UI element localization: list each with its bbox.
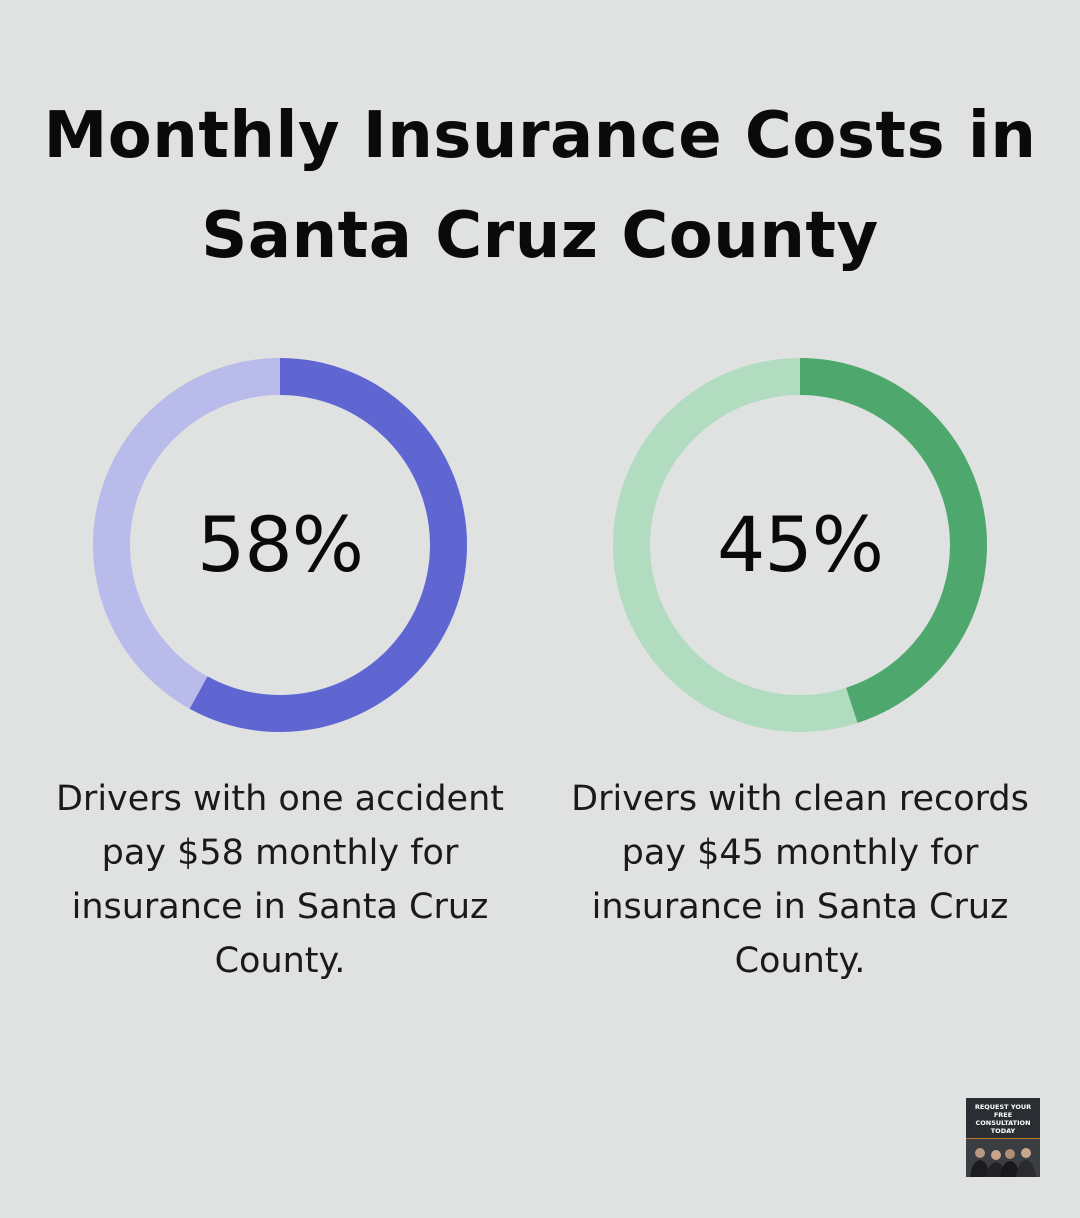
caption-accident: Drivers with one accident pay $58 monthl… (55, 779, 504, 981)
consultation-badge[interactable]: REQUEST YOUR FREE CONSULTATION TODAY (966, 1098, 1040, 1177)
donut-ring-clean (613, 358, 987, 732)
donut-chart-accident: 58% (85, 350, 475, 740)
page-title: Monthly Insurance Costs in Santa Cruz Co… (43, 99, 1037, 273)
badge-accent-line (966, 1138, 1040, 1139)
caption-clean: Drivers with clean records pay $45 month… (571, 779, 1029, 981)
donut-value-arc (613, 358, 987, 732)
badge-text: REQUEST YOUR FREE CONSULTATION TODAY (974, 1103, 1032, 1135)
donut-ring-accident (93, 358, 467, 732)
percentage-label-clean: 45% (717, 500, 884, 589)
donut-value-arc (93, 358, 467, 732)
percentage-label-accident: 58% (197, 500, 364, 589)
team-photo-icon (966, 1139, 1040, 1177)
donut-chart-clean: 45% (605, 350, 995, 740)
